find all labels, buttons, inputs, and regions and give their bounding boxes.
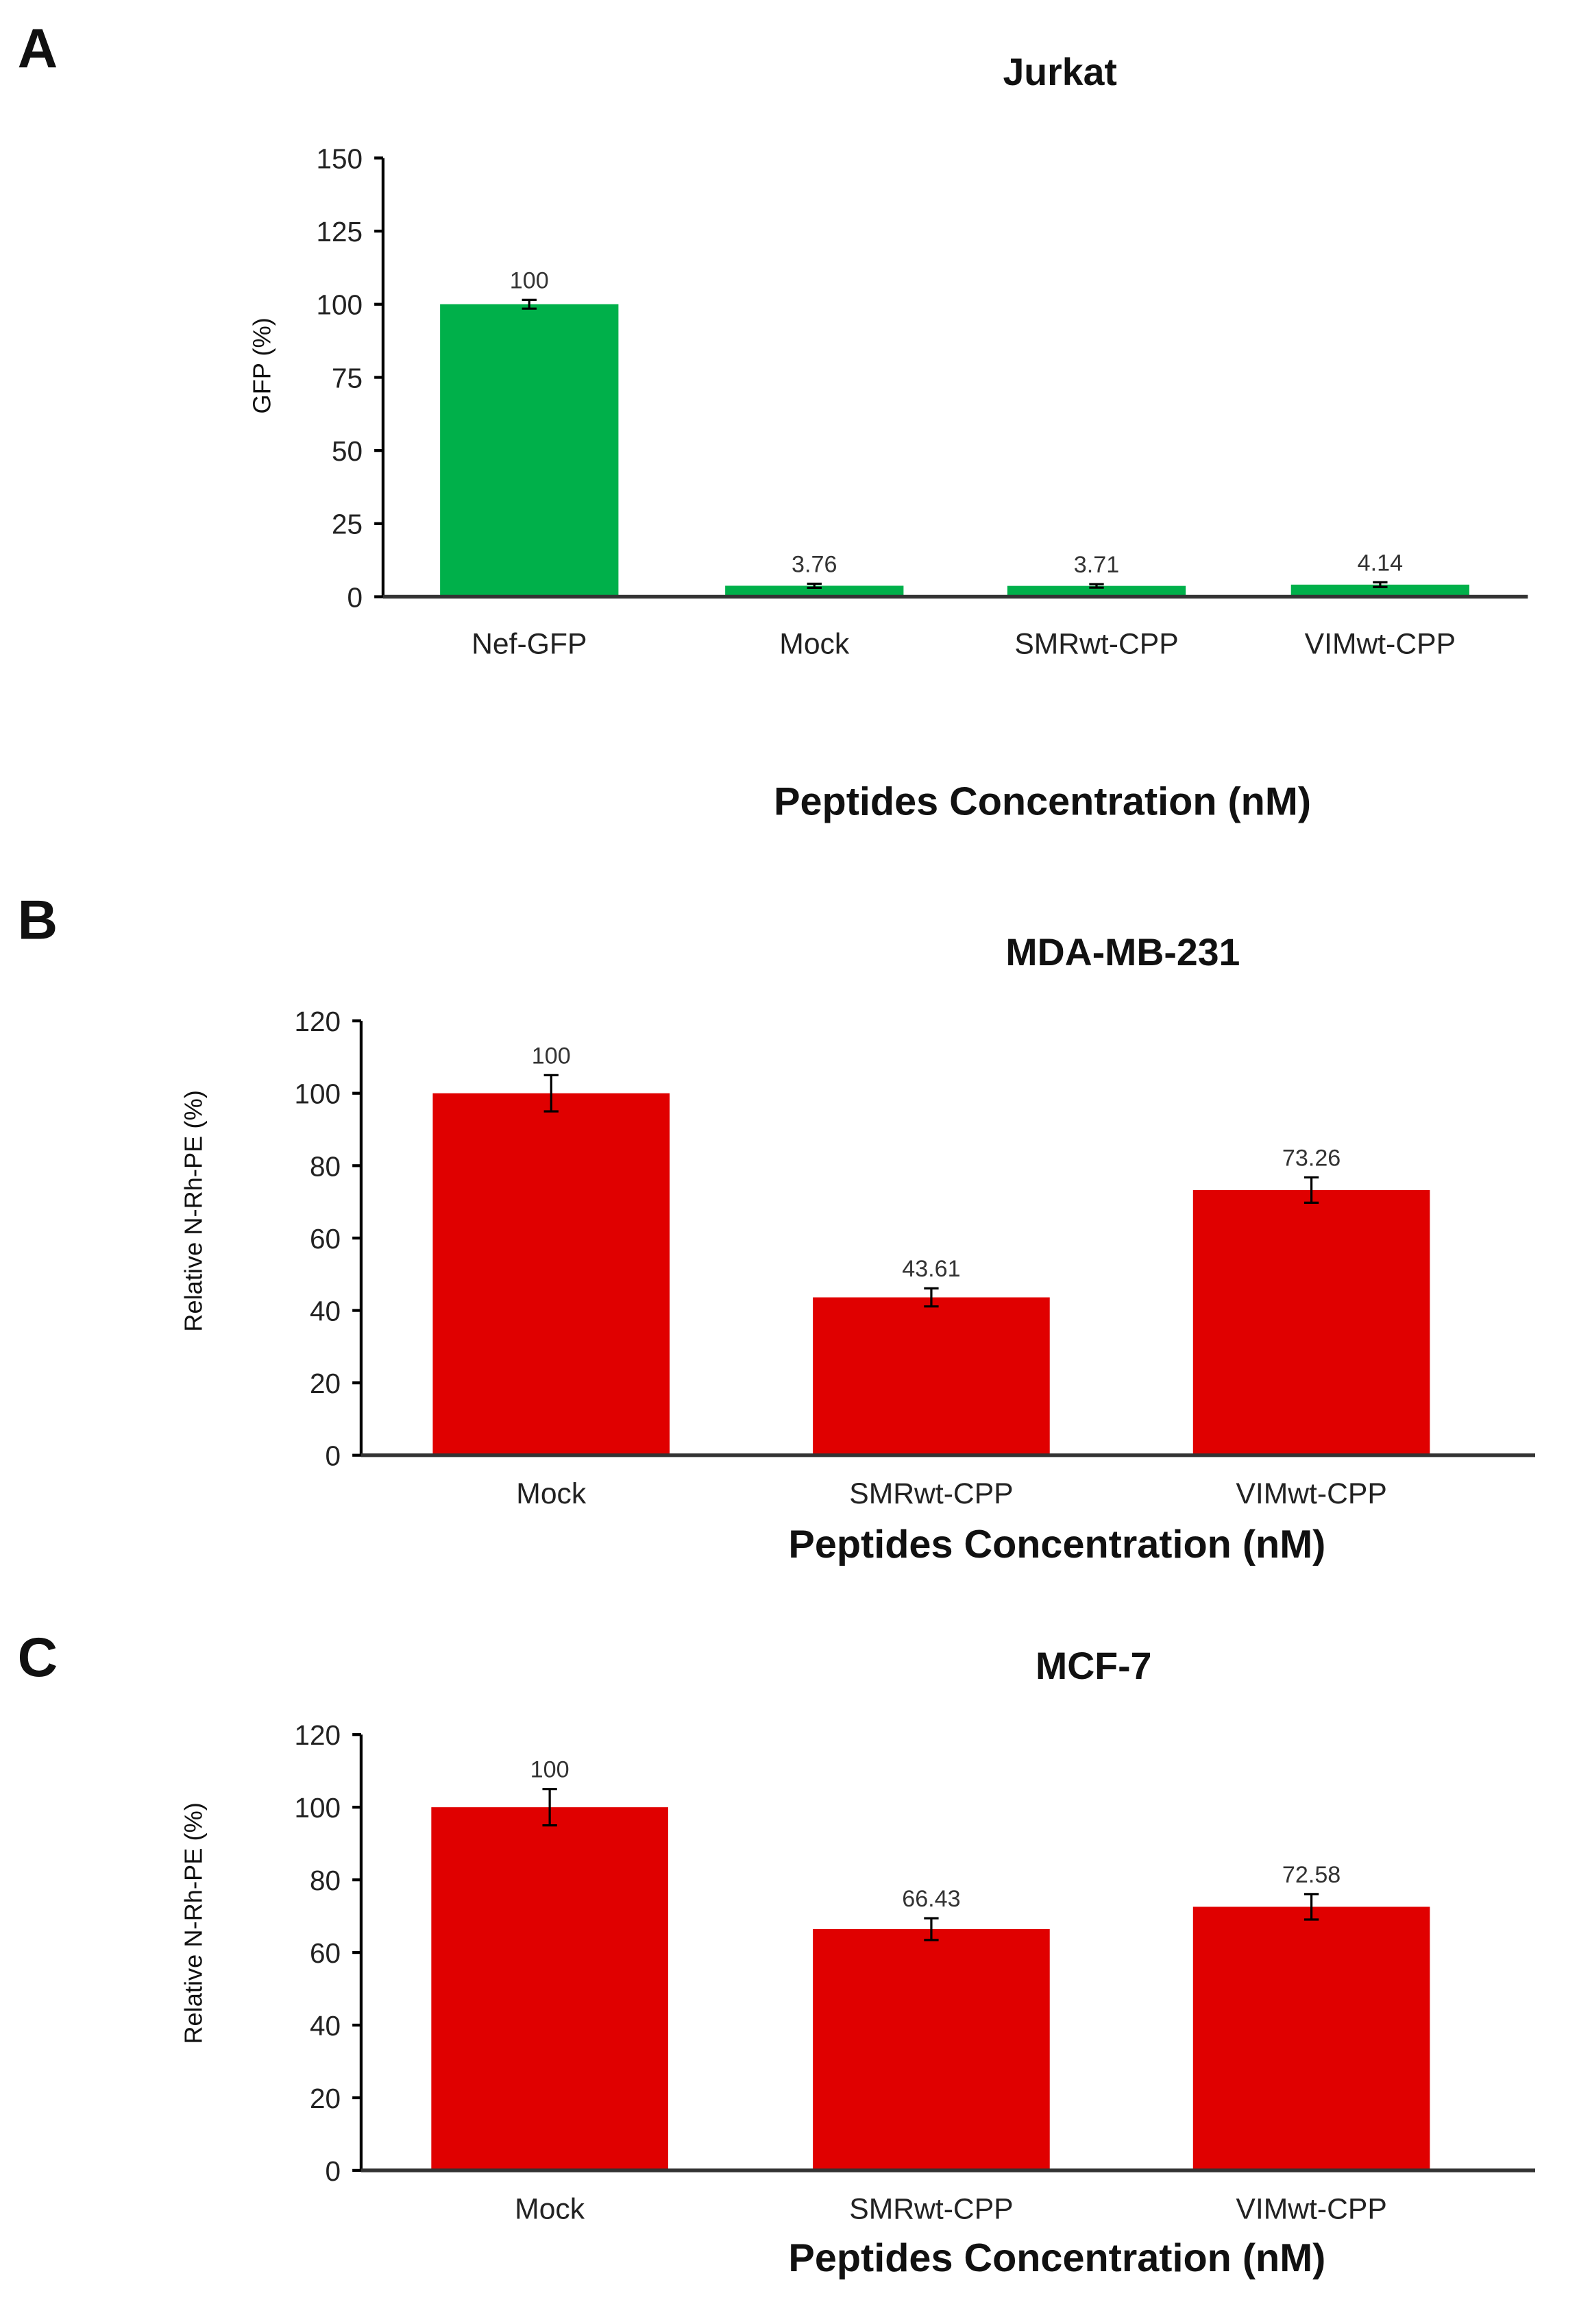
- bar: [1192, 1189, 1430, 1455]
- y-tick-label: 100: [294, 1078, 341, 1110]
- y-tick-label: 75: [332, 362, 363, 394]
- chart-panel-c: C MCF-7 100 Mock 66.43 SMRwt-CPP 72.58 VIMwt-CP…: [18, 1627, 1535, 2280]
- chart-panel-a: A Jurkat 100 Nef-GFP 3.76 Mock 3.71 SMRwt-CPP 4.…: [18, 18, 1528, 823]
- y-tick-label: 125: [316, 216, 363, 247]
- y-tick-label: 20: [310, 1368, 341, 1399]
- category-label: Mock: [515, 2192, 585, 2225]
- data-label: 4.14: [1358, 550, 1403, 576]
- y-tick-label: 0: [326, 2155, 341, 2187]
- data-label: 72.58: [1282, 1862, 1341, 1888]
- y-tick-label: 100: [294, 1792, 341, 1824]
- y-tick-label: 80: [310, 1150, 341, 1182]
- bar: [431, 1807, 668, 2170]
- bar: [813, 1929, 1050, 2170]
- data-label: 100: [532, 1043, 571, 1069]
- chart-panel-b: B MDA-MB-231 100 Mock 43.61 SMRwt-CPP 73.26 VIM…: [18, 890, 1535, 1566]
- y-tick-label: 0: [326, 1440, 341, 1472]
- y-tick-label: 100: [316, 289, 363, 321]
- bar: [440, 304, 619, 597]
- bar: [1007, 585, 1186, 597]
- y-axis-title: GFP (%): [248, 317, 276, 413]
- category-label: SMRwt-CPP: [849, 2192, 1013, 2225]
- y-tick-label: 150: [316, 143, 363, 174]
- y-tick-label: 20: [310, 2083, 341, 2114]
- chart-title: MCF-7: [1036, 1645, 1151, 1687]
- y-tick-label: 25: [332, 509, 363, 540]
- y-tick-label: 120: [294, 1006, 341, 1037]
- y-tick-label: 80: [310, 1865, 341, 1896]
- bar: [725, 585, 904, 597]
- category-label: Nef-GFP: [472, 628, 587, 661]
- category-label: SMRwt-CPP: [849, 1477, 1013, 1510]
- bar: [813, 1297, 1050, 1455]
- category-label: Mock: [779, 628, 850, 661]
- y-tick-label: 120: [294, 1719, 341, 1751]
- y-tick-label: 40: [310, 1295, 341, 1327]
- chart-title: Jurkat: [1003, 51, 1116, 93]
- data-label: 73.26: [1282, 1145, 1341, 1171]
- y-tick-label: 60: [310, 1937, 341, 1969]
- bar: [432, 1093, 670, 1455]
- panel-label: B: [18, 890, 58, 952]
- y-axis-title: Relative N-Rh-PE (%): [179, 1802, 207, 2044]
- category-label: SMRwt-CPP: [1014, 628, 1178, 661]
- y-tick-label: 50: [332, 435, 363, 467]
- data-label: 66.43: [902, 1886, 960, 1912]
- panel-label: C: [18, 1627, 58, 1688]
- category-label: Mock: [516, 1477, 587, 1510]
- bar: [1192, 1907, 1430, 2170]
- category-label: VIMwt-CPP: [1236, 2192, 1386, 2225]
- x-axis-title: Peptides Concentration (nM): [788, 1523, 1325, 1566]
- x-axis-title: Peptides Concentration (nM): [788, 2236, 1325, 2280]
- category-label: VIMwt-CPP: [1236, 1477, 1386, 1510]
- data-label: 3.76: [792, 551, 837, 577]
- data-label: 3.71: [1074, 552, 1119, 578]
- data-label: 43.61: [902, 1256, 960, 1282]
- data-label: 100: [510, 267, 549, 293]
- bar: [1290, 584, 1469, 597]
- y-tick-label: 40: [310, 2010, 341, 2042]
- category-label: VIMwt-CPP: [1305, 628, 1456, 661]
- y-axis-title: Relative N-Rh-PE (%): [179, 1090, 207, 1332]
- y-tick-label: 60: [310, 1223, 341, 1255]
- x-axis-title: Peptides Concentration (nM): [774, 779, 1311, 823]
- y-tick-label: 0: [347, 581, 363, 613]
- chart-title: MDA-MB-231: [1005, 931, 1240, 973]
- data-label: 100: [530, 1757, 570, 1783]
- panel-label: A: [18, 18, 58, 80]
